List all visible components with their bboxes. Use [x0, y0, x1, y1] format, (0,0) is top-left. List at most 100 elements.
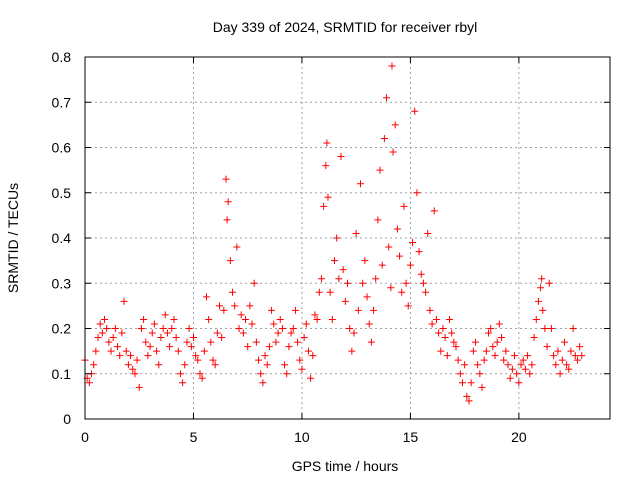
data-point [515, 379, 523, 387]
data-point [278, 325, 286, 332]
data-point [441, 334, 449, 342]
y-axis-label: SRMTID / TECUs [5, 183, 21, 293]
data-point [192, 352, 200, 360]
data-point [346, 325, 354, 332]
data-point [380, 134, 388, 142]
data-point [103, 325, 111, 332]
data-point [263, 361, 271, 369]
data-point [161, 311, 169, 319]
data-point [443, 352, 451, 360]
data-point [465, 397, 473, 405]
data-point [556, 370, 564, 378]
data-point [428, 320, 436, 328]
data-point [179, 379, 187, 387]
data-point [220, 306, 228, 314]
data-point [517, 361, 525, 369]
data-point [326, 288, 334, 296]
data-point [202, 293, 210, 301]
data-point [524, 352, 532, 360]
data-point [511, 352, 519, 360]
data-point [430, 207, 438, 215]
data-point [482, 347, 490, 355]
data-point [330, 257, 338, 265]
data-point [250, 279, 258, 287]
data-point [456, 370, 464, 378]
data-point [406, 261, 414, 269]
data-point [211, 361, 219, 369]
data-point [435, 329, 443, 337]
data-point [157, 334, 165, 342]
data-point [344, 279, 351, 287]
data-point [159, 325, 167, 332]
data-point [498, 334, 506, 342]
data-point [205, 315, 213, 323]
data-point [508, 365, 516, 373]
data-point [357, 180, 365, 188]
data-point [387, 284, 395, 292]
data-point [222, 175, 230, 183]
data-point [226, 257, 234, 265]
data-point [426, 306, 434, 314]
data-point [168, 325, 176, 332]
data-point [187, 343, 195, 351]
data-point [372, 275, 380, 283]
data-point [571, 352, 579, 360]
data-point [521, 365, 529, 373]
data-point [504, 361, 512, 369]
data-point [196, 370, 204, 378]
data-point [469, 347, 477, 355]
data-point [324, 193, 332, 201]
data-point [393, 225, 401, 233]
data-point [248, 320, 256, 328]
data-point [350, 329, 358, 337]
data-point [432, 315, 440, 323]
data-point [513, 370, 521, 378]
data-point [246, 302, 254, 310]
data-point [85, 379, 93, 387]
data-point [98, 329, 106, 337]
data-point [563, 361, 571, 369]
data-point [185, 325, 193, 332]
axis-ticks: 0 0.1 0.2 0.3 0.4 0.5 0.6 0.7 0.8 0 5 10 15 20 [52, 49, 610, 445]
data-point [552, 361, 560, 369]
data-point [198, 374, 206, 382]
data-point [554, 347, 562, 355]
data-point [569, 325, 577, 332]
data-point [307, 374, 315, 382]
data-point [114, 343, 122, 351]
data-point [500, 356, 508, 364]
data-point [560, 338, 568, 346]
data-point [335, 275, 343, 283]
data-point [495, 320, 503, 328]
data-point [242, 315, 250, 323]
data-point [398, 288, 406, 296]
grid-lines [85, 57, 610, 419]
data-point [285, 343, 293, 351]
data-point [150, 320, 158, 328]
data-point [209, 356, 217, 364]
data-point [411, 107, 419, 115]
x-tick-label: 20 [511, 429, 527, 445]
y-tick-label: 0.1 [52, 366, 72, 382]
data-point [320, 202, 328, 210]
data-point [388, 62, 396, 70]
data-point [163, 329, 171, 337]
data-point [437, 347, 445, 355]
data-point [176, 370, 184, 378]
data-point [257, 370, 265, 378]
data-point [287, 329, 295, 337]
y-tick-label: 0.3 [52, 275, 72, 291]
data-point [296, 356, 304, 364]
y-tick-label: 0.7 [52, 94, 72, 110]
data-point [124, 361, 132, 369]
data-point [218, 334, 226, 342]
data-point [131, 370, 139, 378]
data-point [155, 361, 163, 369]
data-point [94, 334, 102, 342]
data-point [181, 361, 189, 369]
data-point [172, 334, 180, 342]
data-point [541, 325, 549, 332]
data-point [526, 370, 534, 378]
data-point [359, 279, 367, 287]
